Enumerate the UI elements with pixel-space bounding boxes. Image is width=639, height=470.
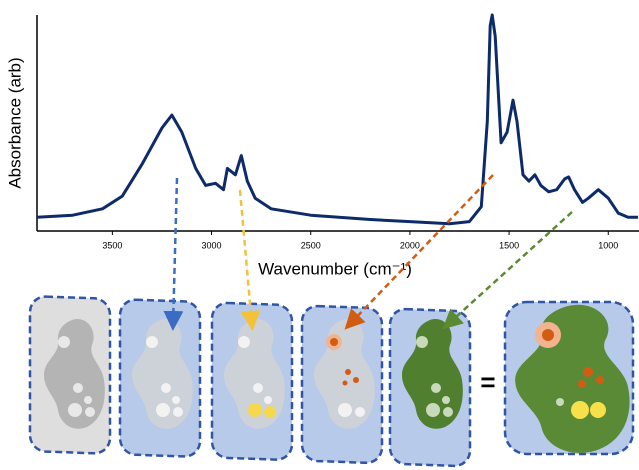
x-tick-label: 2500 [301,240,321,250]
x-tick-label: 3000 [202,240,222,250]
spectrum-line [37,15,638,224]
y-axis-label: Absorbance (arb) [5,57,24,188]
x-tick-label: 3500 [102,240,122,250]
axes: Absorbance (arb) Wavenumber (cm⁻¹) 3500 3… [5,15,639,278]
x-axis-label: Wavenumber (cm⁻¹) [258,259,412,278]
figure: Absorbance (arb) Wavenumber (cm⁻¹) 3500 3… [0,0,639,470]
x-tick-label: 2000 [400,240,420,250]
x-tick-label: 1500 [499,240,519,250]
equals-sign: = [480,367,495,397]
illustration: = [30,175,633,466]
x-tick-label: 1000 [598,240,618,250]
